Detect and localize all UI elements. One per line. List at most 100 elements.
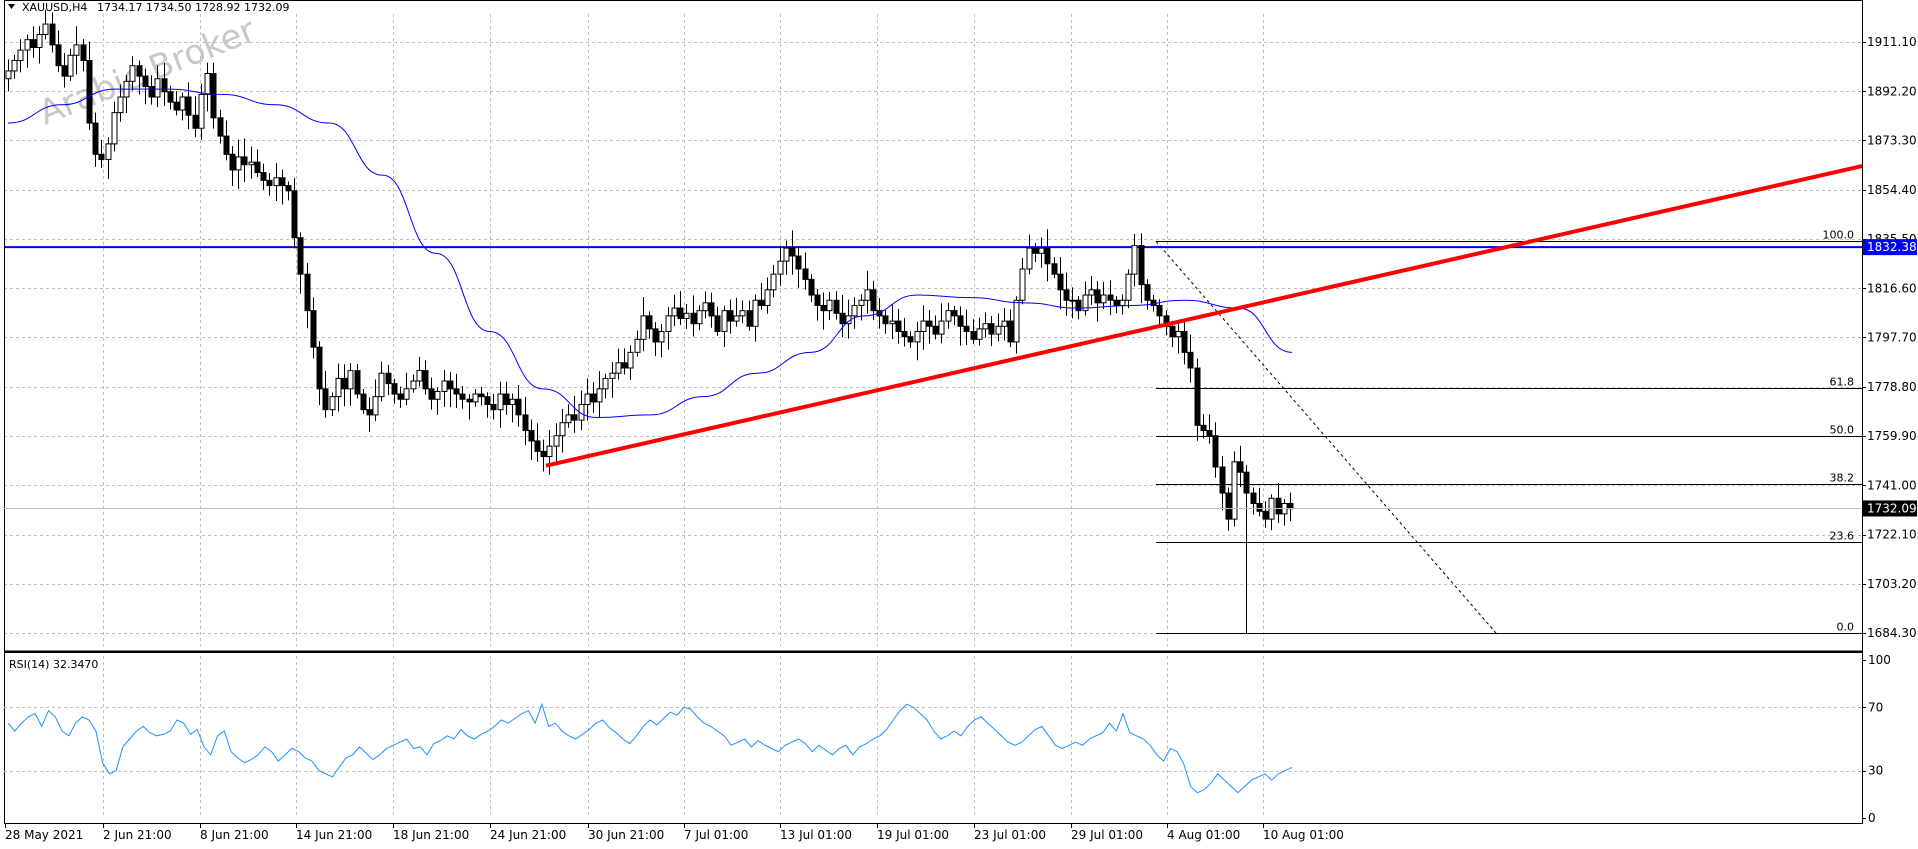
candle-bull [733,315,740,322]
time-tick-label: 28 May 2021 [5,828,83,842]
candle-bear [1044,247,1051,265]
candle-bear [55,44,62,67]
rsi-tick-label: 70 [1868,700,1883,714]
candle-bear [621,362,628,369]
candle-bull [179,96,186,111]
rsi-tick-label: 30 [1868,764,1883,778]
candle-bull [640,315,647,340]
candle-bear [1094,289,1101,304]
rsi-tick-label: 100 [1868,653,1891,667]
candle-bear [447,380,454,390]
candle-bear [466,398,473,403]
price-tick-label: 1854.40 [1867,183,1917,197]
candle-bear [385,372,392,385]
time-tick-label: 24 Jun 21:00 [490,828,566,842]
candle-bull [976,328,983,340]
candle-bull [329,396,336,411]
candle-bull [335,377,342,398]
candle-bear [484,396,491,405]
candle-bear [148,86,155,98]
candle-bull [602,377,609,390]
candle-bear [907,336,914,343]
candle-bear [758,299,765,306]
candle-bear [1138,245,1145,286]
fibonacci-retracement[interactable]: 100.0 61.8 50.0 38.2 23.6 0.0 [1155,229,1862,634]
rsi-tick-label: 0 [1868,811,1876,825]
candle-bear [690,312,697,325]
candle-bull [111,112,118,145]
candle-bear [870,289,877,312]
candle-bear [963,325,970,333]
price-tick-label: 1911.10 [1867,35,1917,49]
candle-bear [540,450,547,458]
price-tick-label: 1684.30 [1867,626,1917,640]
candle-bull [5,70,12,80]
candle-bear [1243,471,1250,494]
candle-bull [235,156,242,171]
red-trendline[interactable] [545,164,1863,468]
candle-bull [1001,320,1008,327]
candle-bull [198,93,205,129]
candle-bull [372,396,379,416]
candle-bull [1088,289,1095,296]
time-tick-label: 7 Jul 01:00 [684,828,748,842]
candle-bear [360,393,367,411]
candle-bull [273,177,280,187]
candle-bear [1256,502,1263,512]
price-tick-label: 1892.20 [1867,84,1917,98]
price-tick-label: 1722.10 [1867,528,1917,542]
candle-bull [995,325,1002,335]
candle-bear [422,370,429,390]
moving-average-line [7,88,1293,418]
current-price-tag [1863,500,1917,517]
candle-bear [677,307,684,319]
candle-bull [497,393,504,411]
candle-bear [1169,325,1176,338]
candle-bull [403,388,410,400]
rsi-axis[interactable]: 100 70 30 0 [1862,653,1891,825]
symbol-menu-triangle-icon[interactable] [8,4,15,9]
candle-bear [297,237,304,275]
candle-bear [839,312,846,325]
candle-bull [920,320,927,333]
trendline [545,164,1863,468]
candle-bear [528,430,535,442]
candle-bull [509,398,516,405]
candle-bull [634,338,641,353]
candle-bull [609,372,616,379]
candle-bull [248,161,255,166]
price-axis[interactable]: 1911.101892.201873.301854.401835.501816.… [4,35,1917,640]
candle-bull [36,33,43,48]
candle-bull [204,73,211,95]
candle-bull [914,331,921,343]
fib-level-label: 100.0 [1823,229,1855,242]
candle-bear [932,325,939,335]
candle-bull [945,310,952,322]
fib-level-label: 61.8 [1830,376,1855,389]
candle-bear [241,156,248,166]
candle-bear [708,302,715,317]
candle-bear [1150,299,1157,306]
time-tick-label: 18 Jun 21:00 [393,828,469,842]
candle-bull [472,393,479,403]
candle-bear [459,393,466,400]
time-axis[interactable]: 28 May 2021 2 Jun 21:00 8 Jun 21:00 14 Jun … [5,824,1344,842]
candle-bull [67,54,74,77]
candle-bear [808,278,815,296]
candle-bull [347,370,354,390]
candle-bull [770,273,777,291]
candle-bear [310,310,317,348]
candle-bear [61,65,68,77]
time-tick-label: 8 Jun 21:00 [200,828,269,842]
candle-bull [1069,299,1076,302]
fib-level-label: 50.0 [1830,424,1855,437]
current-price-tag-label: 1732.09 [1867,501,1917,515]
fib-level-label: 38.2 [1830,472,1855,485]
price-tick-label: 1778.80 [1867,380,1917,394]
rsi-title: RSI(14) 32.3470 [9,658,98,671]
candle-bear [254,161,261,174]
candle-bear [397,393,404,400]
candle-bear [279,177,286,187]
